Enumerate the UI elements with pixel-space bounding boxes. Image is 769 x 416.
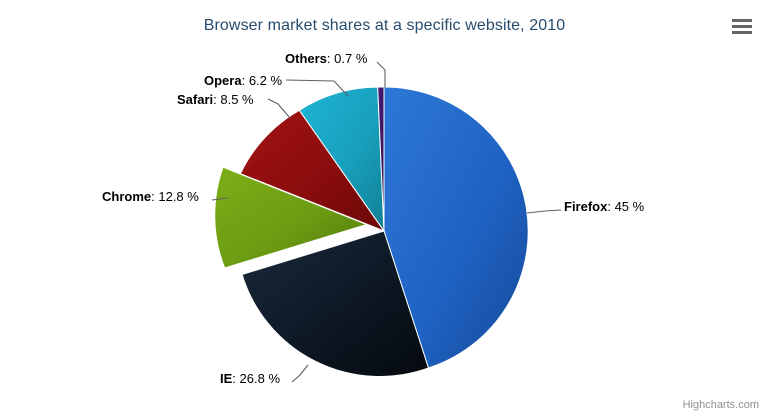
chart-title: Browser market shares at a specific webs… [203,17,566,34]
pie-label-others: Others: 0.7 % [285,51,368,66]
pie-label-chrome: Chrome: 12.8 % [102,189,199,204]
pie-slice-chrome[interactable] [214,166,369,269]
connector-chrome [211,197,229,201]
connector-others [376,61,386,88]
pie-slice-ie[interactable] [241,230,430,377]
pie-label-opera: Opera: 6.2 % [204,73,283,88]
connector-ie [291,364,309,383]
highcharts-credits[interactable]: Highcharts.com [682,399,759,411]
pie-label-ie: IE: 26.8 % [220,371,281,386]
hamburger-bar-3 [732,30,752,34]
connector-safari [267,98,291,119]
pie-slice-opera[interactable] [298,86,385,233]
connector-opera [285,79,349,97]
pie-label-connectors [211,61,562,383]
hamburger-bar-2 [732,24,752,28]
pie-label-firefox: Firefox: 45 % [564,199,645,214]
pie-slice-firefox[interactable] [383,86,529,369]
hamburger-bar-1 [732,18,752,22]
hamburger-menu-icon[interactable] [729,14,755,38]
connector-firefox [526,209,562,214]
pie-slices [214,86,529,377]
pie-label-safari: Safari: 8.5 % [177,92,254,107]
pie-slice-safari[interactable] [239,109,386,233]
pie-slice-others[interactable] [377,86,385,232]
